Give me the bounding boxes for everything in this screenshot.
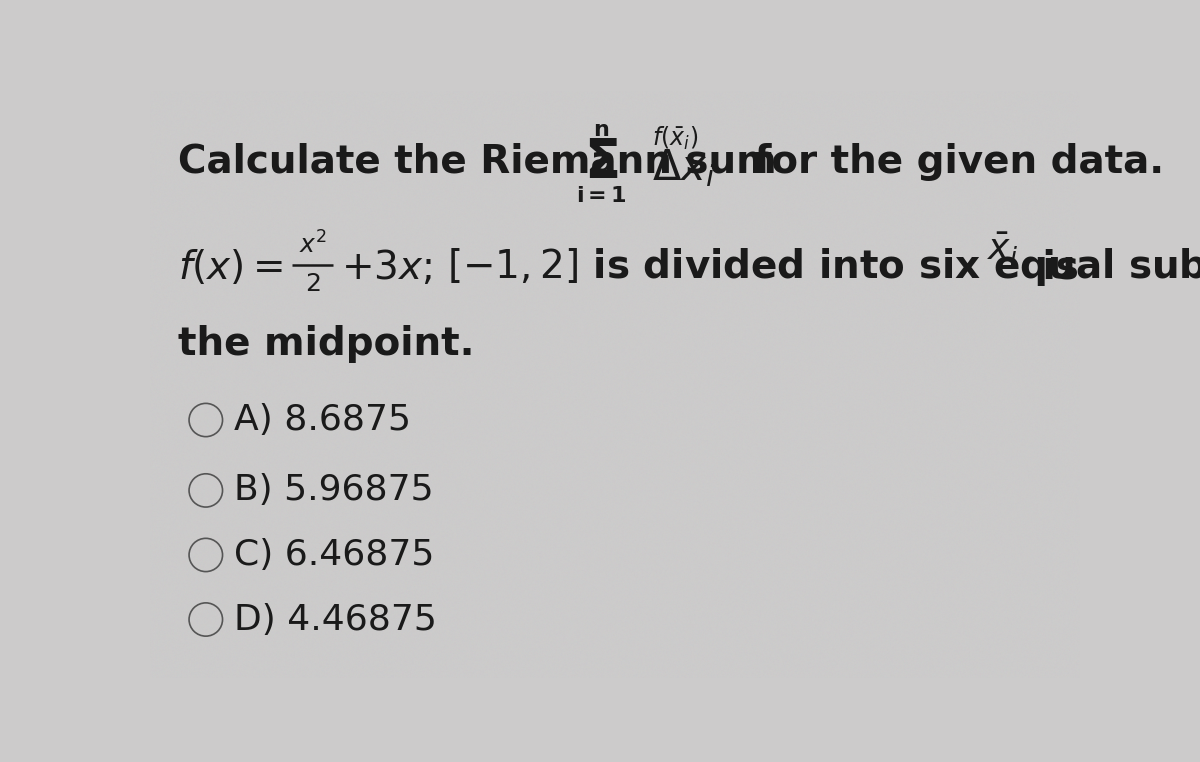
Text: is: is: [1028, 248, 1079, 287]
Text: the midpoint.: the midpoint.: [178, 325, 474, 363]
Text: A) 8.6875: A) 8.6875: [234, 403, 410, 437]
Text: $+ 3x;$: $+ 3x;$: [341, 248, 432, 287]
Text: $\mathbf{n}$: $\mathbf{n}$: [593, 120, 610, 139]
Text: Calculate the Riemann sum: Calculate the Riemann sum: [178, 142, 776, 181]
Text: $\mathbf{\Sigma}$: $\mathbf{\Sigma}$: [584, 136, 618, 188]
Text: D) 4.46875: D) 4.46875: [234, 603, 437, 636]
Text: $[-1, 2]$ is divided into six equal subintervals,: $[-1, 2]$ is divided into six equal subi…: [420, 246, 1200, 289]
Text: $f(\bar{x}_i)$: $f(\bar{x}_i)$: [653, 125, 698, 152]
Text: B) 5.96875: B) 5.96875: [234, 473, 433, 507]
Text: $\bar{x}_i$: $\bar{x}_i$: [986, 231, 1019, 268]
Text: C) 6.46875: C) 6.46875: [234, 538, 434, 572]
Text: $2$: $2$: [305, 272, 320, 296]
Text: for the given data.: for the given data.: [740, 142, 1164, 181]
Text: $\mathbf{i=1}$: $\mathbf{i=1}$: [576, 186, 626, 206]
Text: $\Delta x_i$: $\Delta x_i$: [653, 147, 715, 189]
Text: $x^2$: $x^2$: [299, 232, 326, 259]
Text: $f(x) =$: $f(x) =$: [178, 248, 283, 287]
